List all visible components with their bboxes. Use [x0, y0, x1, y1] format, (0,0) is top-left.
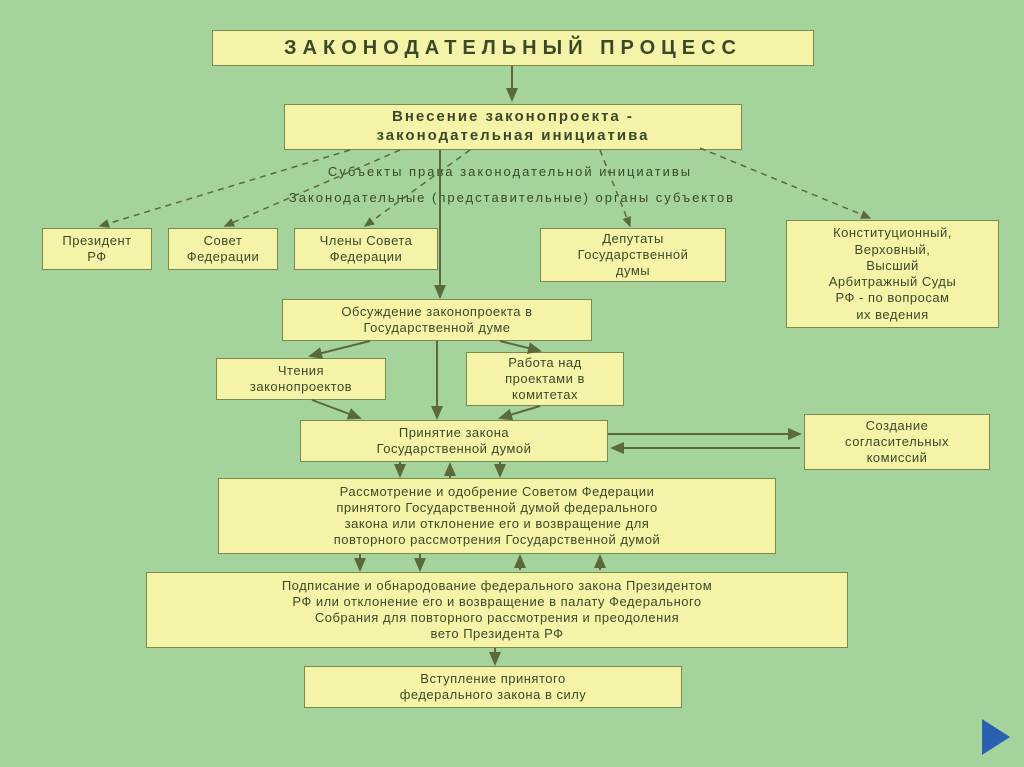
- council-box: Рассмотрение и одобрение Советом Федерац…: [218, 478, 776, 554]
- organs-label: Законодательные (представительные) орган…: [224, 190, 800, 208]
- sovfed-box: СоветФедерации: [168, 228, 278, 270]
- sign-box: Подписание и обнародование федерального …: [146, 572, 848, 648]
- enact-box: Вступление принятогофедерального закона …: [304, 666, 682, 708]
- courts-box: Конституционный,Верховный,ВысшийАрбитраж…: [786, 220, 999, 328]
- subjects-label: Субъекты права законодательной инициатив…: [250, 164, 770, 182]
- commissions-box: Созданиесогласительныхкомиссий: [804, 414, 990, 470]
- initiative-box: Внесение законопроекта -законодательная …: [284, 104, 742, 150]
- committees-box: Работа надпроектами вкомитетах: [466, 352, 624, 406]
- discuss-box: Обсуждение законопроекта вГосударственно…: [282, 299, 592, 341]
- title-box: ЗАКОНОДАТЕЛЬНЫЙ ПРОЦЕСС: [212, 30, 814, 66]
- president-box: ПрезидентРФ: [42, 228, 152, 270]
- next-slide-button[interactable]: [982, 719, 1010, 755]
- members-box: Члены СоветаФедерации: [294, 228, 438, 270]
- adopt-box: Принятие законаГосударственной думой: [300, 420, 608, 462]
- readings-box: Чтениязаконопроектов: [216, 358, 386, 400]
- deputies-box: ДепутатыГосударственнойдумы: [540, 228, 726, 282]
